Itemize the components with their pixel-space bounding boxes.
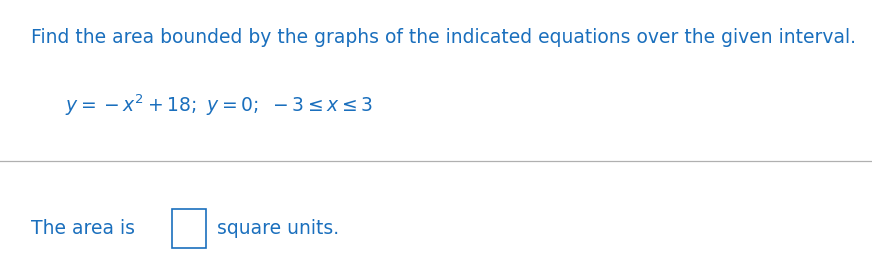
Text: The area is: The area is <box>31 219 140 238</box>
Text: $y = -x^2 + 18;\ y = 0;\ -3 \leq x \leq 3$: $y = -x^2 + 18;\ y = 0;\ -3 \leq x \leq … <box>65 93 373 118</box>
Text: Find the area bounded by the graphs of the indicated equations over the given in: Find the area bounded by the graphs of t… <box>31 28 855 47</box>
Text: square units.: square units. <box>211 219 339 238</box>
FancyBboxPatch shape <box>173 209 206 248</box>
Text: The area is: The area is <box>31 219 140 238</box>
